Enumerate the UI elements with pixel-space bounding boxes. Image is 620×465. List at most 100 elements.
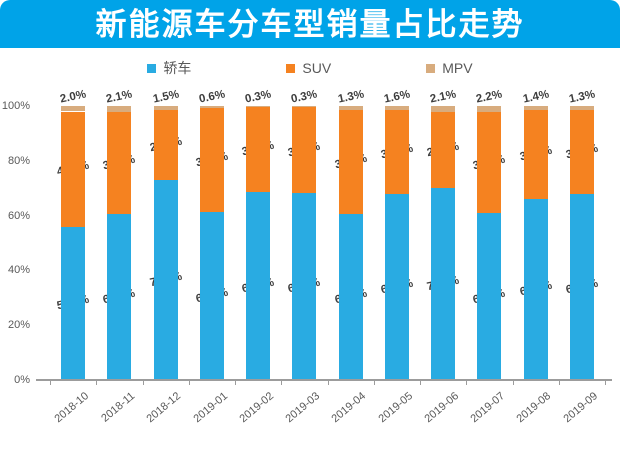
bar-segment-suv: [523, 109, 548, 199]
legend-label: MPV: [442, 60, 473, 76]
bar-column-2019-05: 67.8%30.6%1.6%2019-05: [374, 88, 420, 425]
bar-segment-mpv: [477, 106, 502, 113]
stacked-bar: [523, 106, 548, 380]
y-tick-label: 20%: [7, 319, 30, 332]
bar-segment-mpv: [246, 105, 271, 107]
y-axis: 0% 20% 40% 60% 80% 100%: [0, 100, 30, 386]
bar-segment-sedan: [569, 193, 594, 380]
bar-segment-sedan: [199, 211, 224, 380]
bar-column-2018-10: 55.9%42.1%2.0%2018-10: [50, 88, 96, 425]
bar-segment-suv: [477, 112, 502, 214]
bar-segment-sedan: [107, 214, 132, 380]
bar-column-2018-12: 73.0%25.6%1.5%2018-12: [143, 88, 189, 425]
bar-segment-mpv: [61, 106, 86, 112]
stacked-bar: [246, 105, 271, 380]
bar-segment-suv: [199, 107, 224, 212]
x-tick-mark: [142, 381, 144, 385]
plot-area: 55.9%42.1%2.0%2018-1060.5%37.4%2.1%2018-…: [50, 88, 605, 425]
x-axis-ticks: [50, 381, 606, 386]
bar-segment-suv: [384, 110, 409, 195]
x-tick-mark: [96, 381, 98, 385]
bar-segment-mpv: [569, 106, 594, 110]
bar-segment-suv: [431, 112, 456, 188]
y-tick-label: 40%: [7, 264, 30, 277]
bar-segment-suv: [107, 111, 132, 215]
x-tick-mark: [188, 381, 190, 385]
bar-segment-mpv: [107, 106, 132, 112]
chart-legend: 轿车 SUV MPV: [0, 58, 620, 78]
legend-item-1: SUV: [286, 58, 331, 78]
legend-swatch-icon: [426, 63, 436, 73]
bar-column-2019-07: 60.9%36.9%2.2%2019-07: [466, 88, 512, 425]
bar-segment-sedan: [292, 192, 317, 380]
stacked-bar: [107, 106, 132, 380]
bar-segment-suv: [569, 109, 594, 194]
x-tick-mark: [235, 381, 236, 385]
x-tick-mark: [50, 381, 51, 385]
bar-segment-sedan: [431, 187, 456, 380]
bar-column-2019-01: 61.5%37.9%0.6%2019-01: [189, 88, 235, 425]
legend-item-0: 轿车: [147, 58, 191, 78]
title-banner: 新能源车分车型销量占比走势: [0, 0, 620, 48]
legend-label: 轿车: [163, 60, 192, 76]
bar-segment-mpv: [292, 105, 317, 107]
bar-segment-sedan: [338, 214, 363, 380]
stacked-bar: [569, 106, 594, 380]
x-tick-label: 2019-08: [514, 390, 554, 426]
bar-segment-sedan: [523, 198, 548, 380]
x-tick-mark: [558, 381, 560, 385]
x-tick-label: 2019-03: [283, 390, 323, 426]
x-tick-label: 2019-07: [468, 390, 508, 426]
x-tick-mark: [605, 381, 606, 385]
bar-column-2019-04: 60.5%38.2%1.3%2019-04: [328, 88, 374, 425]
x-tick-label: 2019-06: [422, 390, 461, 426]
bar-segment-suv: [338, 109, 363, 215]
bar-segment-suv: [292, 106, 317, 193]
x-tick-mark: [420, 381, 421, 385]
legend-swatch-icon: [286, 63, 296, 73]
bar-segment-sedan: [246, 192, 271, 380]
bar-segment-mpv: [431, 106, 456, 113]
stacked-bar: [292, 105, 317, 380]
x-tick-label: 2018-10: [52, 390, 91, 426]
y-tick-label: 60%: [7, 209, 30, 222]
x-tick-label: 2018-11: [99, 390, 138, 425]
bar-segment-sedan: [384, 194, 409, 380]
bar-segment-sedan: [153, 179, 178, 380]
y-tick-label: 100%: [1, 100, 30, 112]
bar-column-2018-11: 60.5%37.4%2.1%2018-11: [96, 88, 142, 424]
stacked-bar: [431, 106, 456, 380]
bar-column-2019-02: 68.6%31.2%0.3%2019-02: [235, 88, 281, 425]
x-tick-label: 2019-04: [329, 390, 369, 426]
x-tick-label: 2019-05: [375, 390, 415, 426]
bar-column-2019-08: 66.2%32.4%1.4%2019-08: [513, 88, 559, 425]
stacked-bar: [199, 106, 224, 380]
bar-segment-mpv: [384, 106, 409, 111]
x-tick-mark: [327, 381, 329, 385]
x-axis-line: [36, 379, 612, 381]
bar-segment-mpv: [153, 105, 178, 110]
x-tick-mark: [512, 381, 514, 385]
bar-segment-mpv: [523, 106, 548, 110]
legend-item-2: MPV: [426, 58, 473, 78]
bar-segment-suv: [246, 106, 271, 193]
bar-segment-suv: [153, 109, 178, 180]
x-tick-mark: [281, 381, 283, 385]
bar-segment-sedan: [477, 213, 502, 380]
x-tick-mark: [373, 381, 375, 385]
bar-segment-sedan: [61, 226, 86, 380]
x-tick-label: 2019-01: [190, 390, 230, 426]
y-tick-label: 80%: [7, 154, 30, 167]
page-title: 新能源车分车型销量占比走势: [95, 6, 525, 42]
bar-segment-mpv: [199, 106, 224, 108]
bar-column-2019-06: 70.1%27.7%2.1%2019-06: [420, 88, 466, 425]
x-tick-label: 2019-02: [237, 390, 276, 426]
legend-swatch-icon: [147, 63, 157, 73]
x-tick-label: 2019-09: [560, 390, 600, 426]
y-tick-label: 0%: [14, 374, 30, 386]
stacked-bar: [477, 106, 502, 380]
x-tick-label: 2018-12: [144, 390, 184, 426]
bar-column-2019-09: 67.9%30.8%1.3%2019-09: [559, 88, 605, 425]
bar-segment-suv: [61, 111, 86, 227]
